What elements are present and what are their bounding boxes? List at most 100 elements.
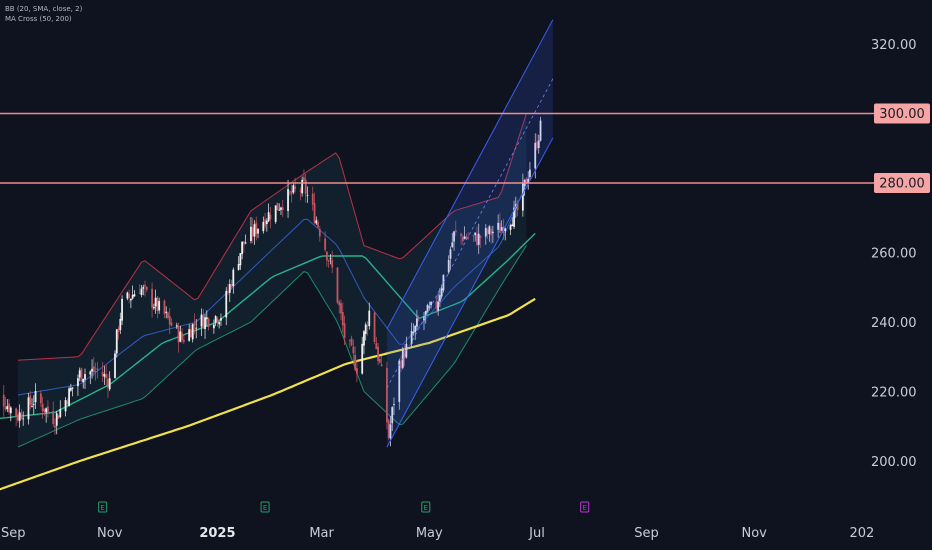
candle-body <box>107 378 109 388</box>
candle-body <box>181 333 183 341</box>
candle-body <box>438 295 441 302</box>
x-tick-label: Sep <box>634 526 659 541</box>
y-tick-label: 200.00 <box>871 455 917 470</box>
candle-body <box>292 185 295 193</box>
candle-body <box>294 186 297 190</box>
candle-body <box>477 233 480 245</box>
candle-body <box>453 231 455 242</box>
candle-body <box>142 287 145 289</box>
candle-body <box>504 228 507 231</box>
candle-body <box>204 317 206 330</box>
candle-body <box>463 236 466 240</box>
candle-body <box>191 324 194 340</box>
candle-body <box>68 388 70 407</box>
candle-body <box>2 394 5 407</box>
candle-body <box>509 225 512 230</box>
earnings-marker-label: E <box>263 504 267 512</box>
y-tick-label: 260.00 <box>871 247 917 262</box>
candle-body <box>232 269 235 287</box>
regression-channel[interactable] <box>386 19 554 448</box>
earnings-marker-label: E <box>100 504 104 512</box>
moving-averages <box>0 232 536 491</box>
candle-body <box>380 364 383 366</box>
candle-body <box>338 301 341 306</box>
ma-cross-legend-label[interactable]: MA Cross (50, 200) <box>5 15 72 23</box>
candle-body <box>77 378 79 387</box>
candle-body <box>331 260 334 268</box>
earnings-marker <box>580 501 590 513</box>
candle-body <box>140 288 143 295</box>
candle-body <box>343 323 346 338</box>
candle-body <box>138 292 141 294</box>
candle-body <box>391 407 394 424</box>
candle-body <box>387 420 390 438</box>
candle-body <box>430 302 432 306</box>
candle-body <box>251 227 254 237</box>
candle-body <box>350 338 353 346</box>
candle-body <box>105 374 108 379</box>
candle-body <box>290 190 293 195</box>
candle-body <box>511 224 514 227</box>
ma200-line <box>0 297 536 491</box>
candle-body <box>151 288 153 308</box>
candle-body <box>361 343 364 374</box>
candle-body <box>32 404 35 405</box>
candle-body <box>43 408 46 412</box>
candle-body <box>152 307 155 309</box>
earnings-marker-label: E <box>424 504 428 512</box>
candle-body <box>461 236 464 242</box>
candle-body <box>71 387 74 389</box>
candle-body <box>400 361 402 369</box>
candle-body <box>117 328 120 332</box>
earnings-marker <box>260 501 270 513</box>
candle-body <box>368 310 371 327</box>
candle-body <box>336 267 339 303</box>
candle-body <box>22 418 25 420</box>
candle-body <box>170 322 173 326</box>
candle-body <box>398 360 401 402</box>
horizontal-levels[interactable]: 300.00 280.00 <box>0 103 930 194</box>
price-axis[interactable]: 320.00 260.00 240.00 220.00 200.00 <box>871 38 917 470</box>
candle-body <box>454 230 457 233</box>
candle-body <box>230 284 233 288</box>
candle-body <box>490 228 492 235</box>
candle-body <box>315 220 318 224</box>
candle-body <box>156 297 159 311</box>
candle-body <box>311 193 314 205</box>
candle-body <box>193 323 196 326</box>
candle-body <box>190 329 192 338</box>
indicator-legend: BB (20, SMA, close, 2) MA Cross (50, 200… <box>5 4 82 24</box>
candle-body <box>8 403 10 413</box>
candle-body <box>527 178 530 183</box>
level-label-bg <box>874 103 930 124</box>
candle-body <box>45 408 48 413</box>
time-axis[interactable]: Sep Nov 2025 Mar May Jul Sep Nov 202 <box>1 526 874 541</box>
candle-body <box>182 339 185 342</box>
candle-body <box>27 397 30 420</box>
candle-body <box>401 349 404 368</box>
candle-body <box>52 410 55 424</box>
candle-body <box>327 260 330 262</box>
x-tick-label: Nov <box>97 526 123 541</box>
level-label: 300.00 <box>879 107 925 122</box>
candle-body <box>472 235 475 237</box>
candle-body <box>324 238 327 251</box>
candle-body <box>39 393 42 404</box>
candle-body <box>16 414 19 421</box>
candle-body <box>255 222 258 235</box>
candle-body <box>202 315 205 329</box>
candle-body <box>57 415 60 419</box>
candle-body <box>451 242 454 247</box>
candle-body <box>467 237 470 239</box>
candle-body <box>465 236 468 239</box>
bb-legend-label[interactable]: BB (20, SMA, close, 2) <box>5 5 83 13</box>
candle-body <box>205 317 208 320</box>
candle-body <box>29 395 32 405</box>
candle-body <box>131 294 134 299</box>
candle-body <box>440 288 443 297</box>
candle-body <box>144 284 146 287</box>
candle-body <box>491 231 494 234</box>
candle-body <box>375 343 378 350</box>
